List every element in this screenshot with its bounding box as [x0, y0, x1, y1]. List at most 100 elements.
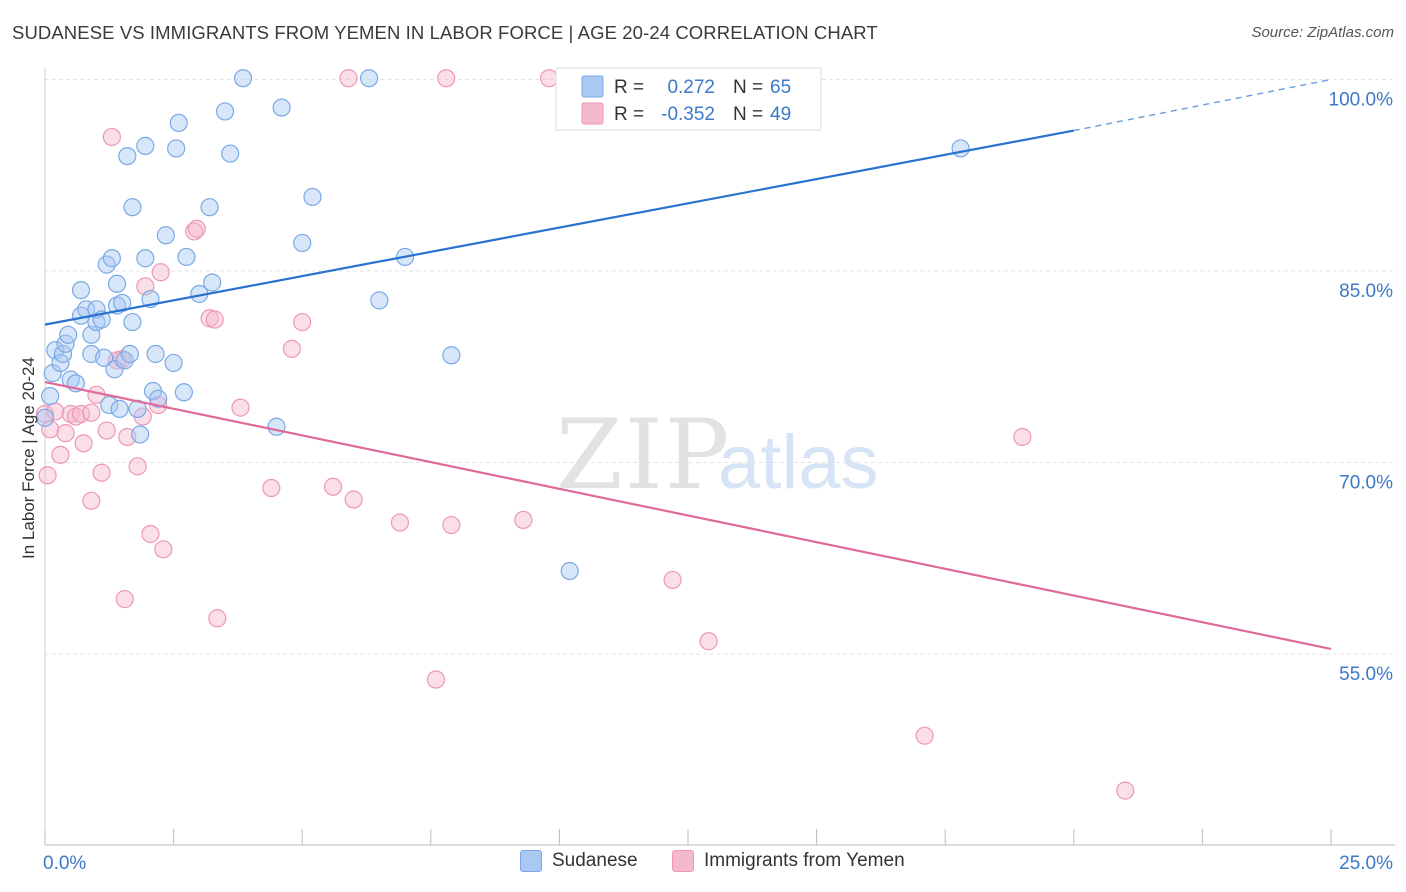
gridlines: [45, 79, 1395, 655]
legend-item-sudanese: Sudanese: [520, 850, 638, 872]
yemen-point: [154, 540, 173, 559]
sudanese-point: [167, 139, 186, 158]
yemen-point: [128, 457, 147, 476]
legend-n-value: 49: [770, 104, 791, 125]
sudanese-point: [200, 198, 219, 217]
legend-r-label: R =: [614, 77, 644, 98]
legend-n-label: N =: [733, 104, 763, 125]
sudanese-point: [35, 408, 55, 427]
sudanese-point: [120, 344, 139, 364]
y-tick-label: 55.0%: [1339, 664, 1393, 685]
yemen-point: [390, 513, 410, 532]
yemen-point: [97, 421, 116, 440]
sudanese-point: [146, 344, 165, 364]
yemen-point: [442, 515, 461, 535]
legend-r-value: 0.272: [667, 77, 715, 98]
yemen-point: [82, 403, 101, 422]
sudanese-point: [136, 136, 155, 155]
yemen-point: [51, 445, 70, 464]
chart-title: SUDANESE VS IMMIGRANTS FROM YEMEN IN LAB…: [12, 22, 878, 43]
yemen-point: [61, 404, 80, 424]
sudanese-point: [169, 113, 188, 133]
watermark-zip: ZIP: [556, 399, 731, 511]
watermark-atlas: atlas: [718, 420, 879, 505]
yemen-series: [35, 69, 1135, 800]
legend-bottom: Sudanese Immigrants from Yemen: [0, 850, 1406, 880]
yemen-point: [56, 424, 75, 443]
sudanese-point: [177, 247, 196, 267]
source-credit: Source: ZipAtlas.com: [1251, 24, 1394, 41]
sudanese-point: [110, 399, 129, 418]
sudanese-point: [123, 198, 142, 217]
yemen-point: [426, 670, 446, 689]
tick-labels: 100.0% 85.0% 70.0% 55.0% 0.0% 25.0%: [43, 90, 1393, 875]
sudanese-point: [59, 325, 78, 344]
yemen-point: [141, 524, 160, 544]
yemen-point: [663, 570, 682, 590]
yemen-point: [1116, 781, 1135, 800]
sudanese-point: [293, 233, 312, 253]
yemen-point: [82, 491, 101, 510]
sudanese-point: [118, 147, 137, 166]
legend-item-yemen: Immigrants from Yemen: [672, 850, 905, 872]
sudanese-point: [41, 387, 60, 406]
sudanese-point: [303, 187, 322, 207]
sudanese-point: [272, 98, 291, 117]
axes: [44, 68, 1395, 846]
yemen-point: [282, 339, 302, 358]
yemen-trend-line: [44, 380, 1332, 650]
legend-label-yemen: Immigrants from Yemen: [704, 850, 905, 871]
yemen-point: [185, 222, 204, 241]
sudanese-point: [164, 353, 183, 373]
watermark: ZIP atlas: [556, 399, 879, 511]
sudanese-trend-line: [44, 129, 1075, 326]
yemen-point: [74, 434, 93, 453]
yemen-point: [92, 463, 111, 482]
y-tick-label: 70.0%: [1339, 473, 1393, 494]
legend-top: R = 0.272 N = 65 R = -0.352 N = 49: [555, 67, 822, 131]
sudanese-point: [71, 281, 91, 300]
sudanese-point: [156, 226, 175, 245]
legend-swatch-sudanese: [520, 850, 542, 872]
yemen-point: [41, 420, 60, 439]
sudanese-point: [136, 249, 155, 268]
yemen-point: [187, 219, 206, 238]
yemen-point: [437, 69, 456, 88]
yemen-point: [540, 69, 559, 88]
sudanese-point: [113, 293, 132, 313]
sudanese-point: [123, 312, 142, 332]
sudanese-point: [149, 389, 168, 408]
legend-r-value: -0.352: [661, 104, 715, 125]
sudanese-point: [43, 364, 62, 383]
sudanese-series: [35, 69, 970, 581]
yemen-point: [102, 127, 121, 147]
yemen-point: [151, 263, 170, 282]
sudanese-point: [215, 102, 235, 121]
yemen-point: [339, 69, 358, 88]
sudanese-point: [560, 561, 579, 581]
yemen-point: [115, 590, 134, 609]
legend-swatch-yemen: [581, 102, 604, 125]
sudanese-point: [203, 273, 222, 292]
sudanese-point: [100, 395, 119, 415]
legend-label-sudanese: Sudanese: [552, 850, 638, 871]
sudanese-point: [102, 249, 121, 268]
yemen-point: [262, 478, 281, 498]
y-tick-label: 100.0%: [1329, 90, 1394, 111]
x-tick-label: 0.0%: [43, 853, 86, 874]
yemen-point: [38, 466, 57, 485]
sudanese-trend-extension: [1073, 78, 1332, 132]
yemen-point: [205, 310, 224, 329]
yemen-point: [208, 609, 227, 628]
legend-swatch-yemen: [672, 850, 694, 872]
sudanese-point: [442, 346, 461, 365]
yemen-point: [514, 510, 533, 530]
sudanese-point: [107, 274, 127, 293]
sudanese-point: [87, 312, 106, 332]
yemen-point: [293, 312, 312, 332]
sudanese-point: [951, 139, 970, 158]
sudanese-point: [131, 425, 150, 444]
yemen-point: [1013, 427, 1032, 447]
sudanese-point: [267, 417, 286, 436]
